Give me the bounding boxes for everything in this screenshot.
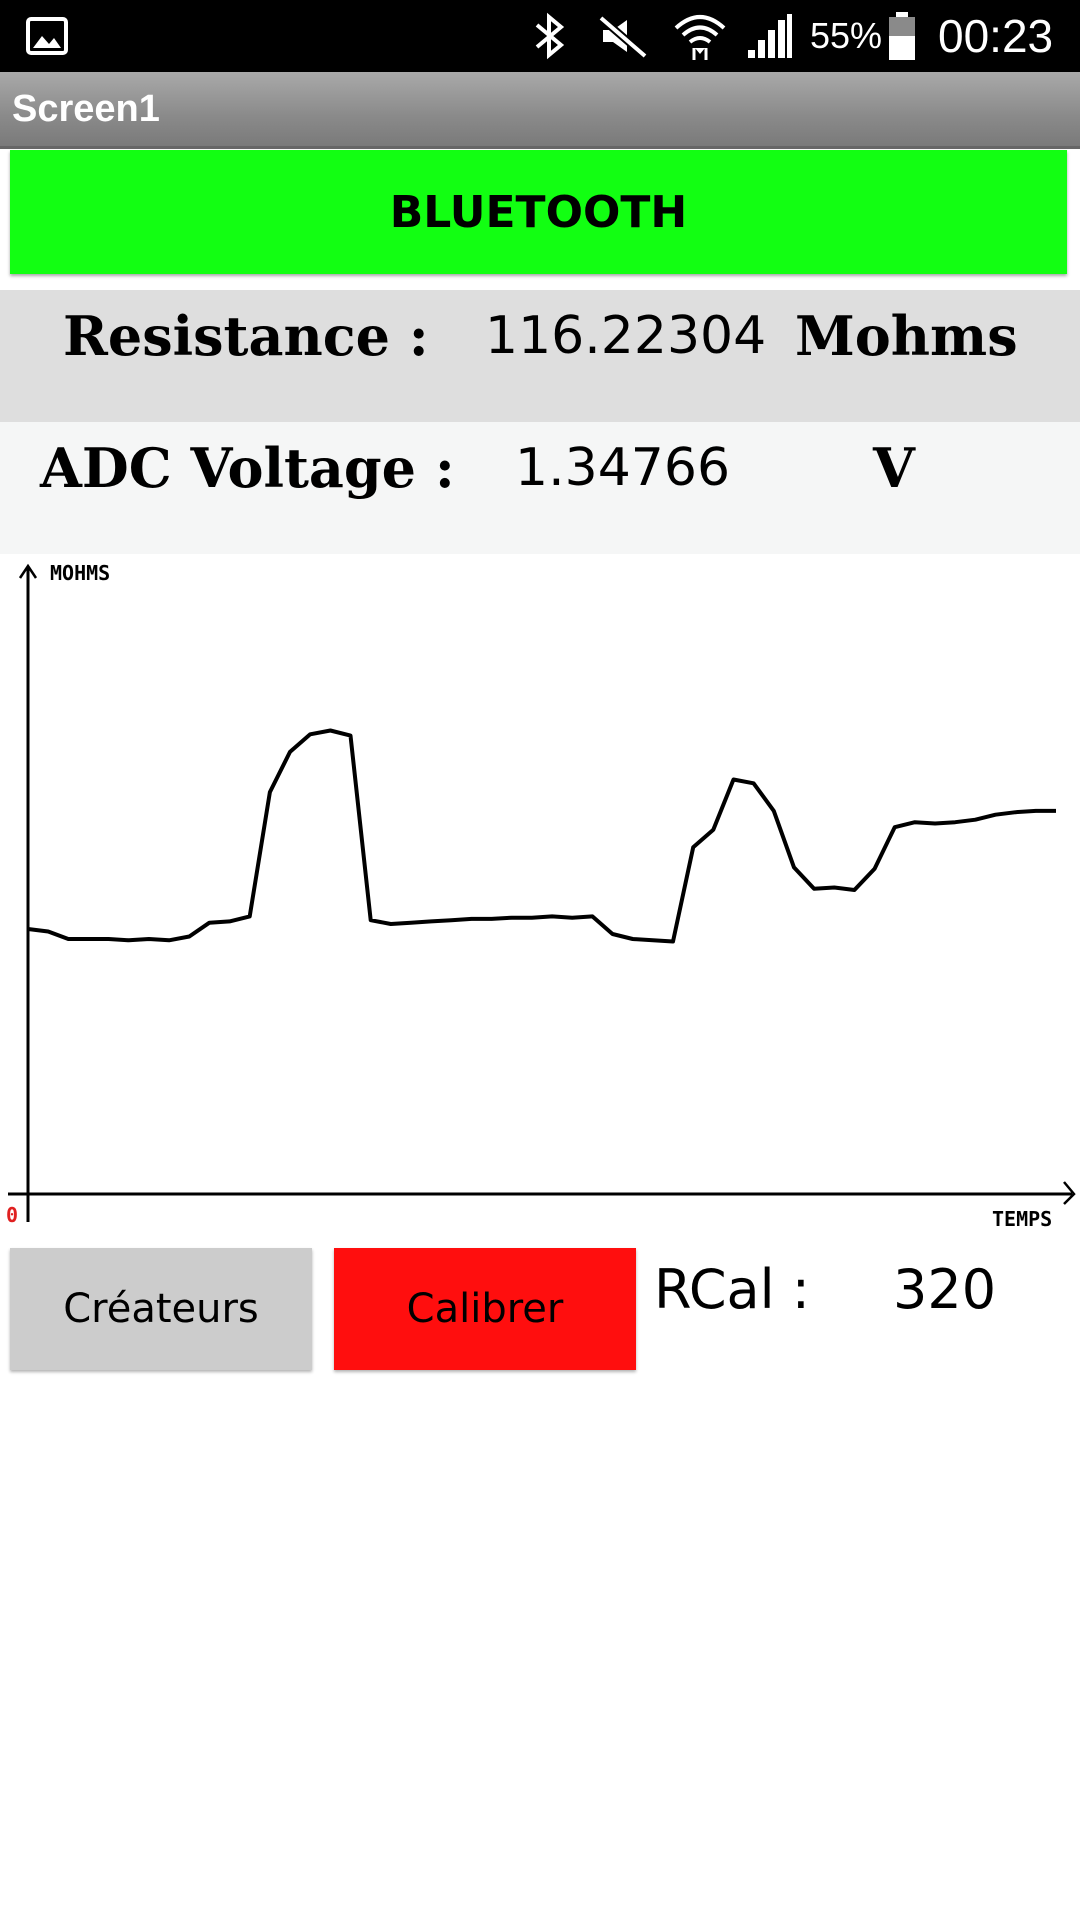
calibrate-button[interactable]: Calibrer: [334, 1248, 636, 1370]
rcal-label: RCal :: [654, 1258, 810, 1321]
x-axis-arrow: [1063, 1181, 1076, 1205]
resistance-chart: MOHMS TEMPS 0: [0, 556, 1080, 1236]
x-axis-label: TEMPS: [992, 1207, 1052, 1231]
bluetooth-button[interactable]: BLUETOOTH: [10, 150, 1067, 274]
bluetooth-icon: [530, 0, 570, 72]
clock: 00:23: [938, 10, 1054, 62]
creators-button[interactable]: Créateurs: [10, 1248, 312, 1370]
resistance-unit: Mohms: [795, 304, 1018, 368]
wifi-icon: [672, 0, 728, 72]
y-axis-arrow: [18, 563, 38, 579]
y-axis-label: MOHMS: [50, 561, 110, 585]
signal-icon: [745, 0, 795, 72]
screen-title: Screen1: [12, 88, 160, 130]
adc-voltage-value: 1.34766: [515, 438, 731, 498]
status-bar: 55% 00:23: [0, 0, 1080, 72]
rcal-value: 320: [893, 1258, 997, 1321]
creators-button-label: Créateurs: [63, 1286, 259, 1332]
battery-icon: [885, 0, 919, 72]
calibrate-button-label: Calibrer: [406, 1286, 564, 1332]
origin-label: 0: [6, 1203, 18, 1227]
adc-voltage-unit: V: [873, 436, 915, 500]
mute-icon: [595, 0, 651, 72]
gallery-icon: [22, 0, 72, 72]
resistance-value: 116.22304: [485, 306, 767, 366]
title-bar: Screen1: [0, 72, 1080, 149]
adc-voltage-label: ADC Voltage :: [40, 436, 455, 500]
battery-percent: 55%: [810, 15, 883, 56]
resistance-row: Resistance : 116.22304 Mohms: [0, 290, 1080, 422]
chart-svg: MOHMS TEMPS 0: [6, 561, 1076, 1231]
resistance-series-line: [27, 728, 1056, 944]
adc-voltage-row: ADC Voltage : 1.34766 V: [0, 422, 1080, 554]
bluetooth-button-label: BLUETOOTH: [389, 186, 688, 238]
resistance-label: Resistance :: [63, 304, 429, 368]
